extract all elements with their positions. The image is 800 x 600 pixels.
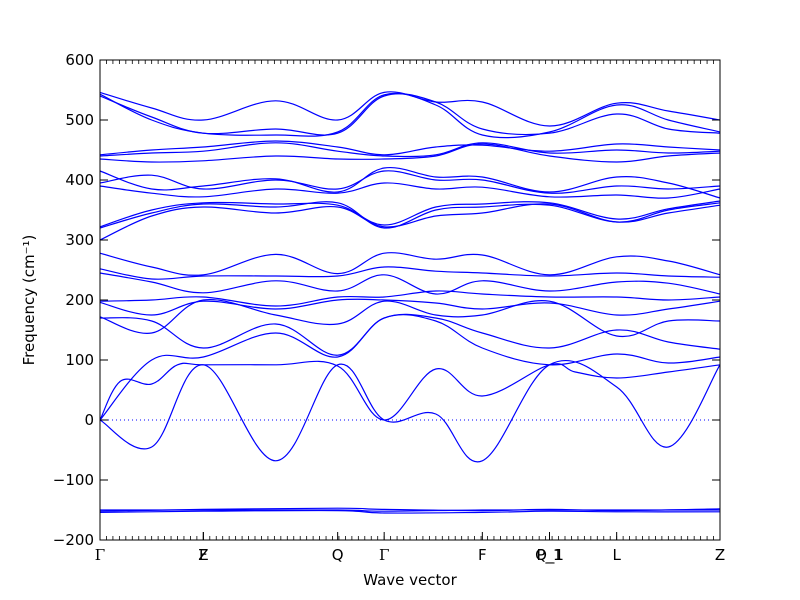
band-line-9 xyxy=(99,298,721,316)
x-tick-label-1: Γ xyxy=(95,546,105,564)
y-tick-label: 600 xyxy=(65,51,94,69)
band-line-5 xyxy=(99,360,721,421)
y-tick-label: −200 xyxy=(53,531,94,549)
x-tick-label-5: Γ xyxy=(379,546,389,564)
band-line-10 xyxy=(99,290,721,307)
x-tick-label-6: F xyxy=(478,546,487,564)
y-tick-label: 0 xyxy=(84,411,94,429)
band-line-25 xyxy=(99,91,721,127)
x-tick-label-7: P_1 xyxy=(536,546,562,565)
band-line-18 xyxy=(99,170,721,194)
x-tick-label-10: Z xyxy=(715,546,725,564)
x-axis-label: Wave vector xyxy=(363,571,457,589)
y-tick-label: 100 xyxy=(65,351,94,369)
y-axis-label: Frequency (cm⁻¹) xyxy=(20,235,38,366)
y-tick-label: 400 xyxy=(65,171,94,189)
band-line-19 xyxy=(99,166,721,199)
x-tick-label-4: Q xyxy=(332,546,344,564)
y-tick-label: 200 xyxy=(65,291,94,309)
x-tick-label-8: Q_1 xyxy=(535,546,564,565)
band-line-21 xyxy=(99,142,721,158)
band-line-15 xyxy=(99,201,721,229)
x-tick-label-3: Z xyxy=(198,546,208,564)
band-line-12 xyxy=(99,266,721,280)
x-tick-label-9: L xyxy=(612,546,621,564)
band-line-16 xyxy=(99,200,721,228)
band-line-17 xyxy=(99,182,721,199)
band-line-7 xyxy=(99,313,721,356)
y-tick-label: 300 xyxy=(65,231,94,249)
band-line-13 xyxy=(99,252,721,276)
band-line-11 xyxy=(99,272,721,295)
band-line-2 xyxy=(99,507,721,512)
band-line-3 xyxy=(99,509,721,514)
y-tick-label: −100 xyxy=(53,471,94,489)
band-line-20 xyxy=(99,143,721,163)
band-line-1 xyxy=(100,509,720,512)
x-tick-label-2: F xyxy=(199,546,208,564)
band-line-22 xyxy=(99,140,721,156)
y-tick-label: 500 xyxy=(65,111,94,129)
plot-frame xyxy=(99,59,721,541)
